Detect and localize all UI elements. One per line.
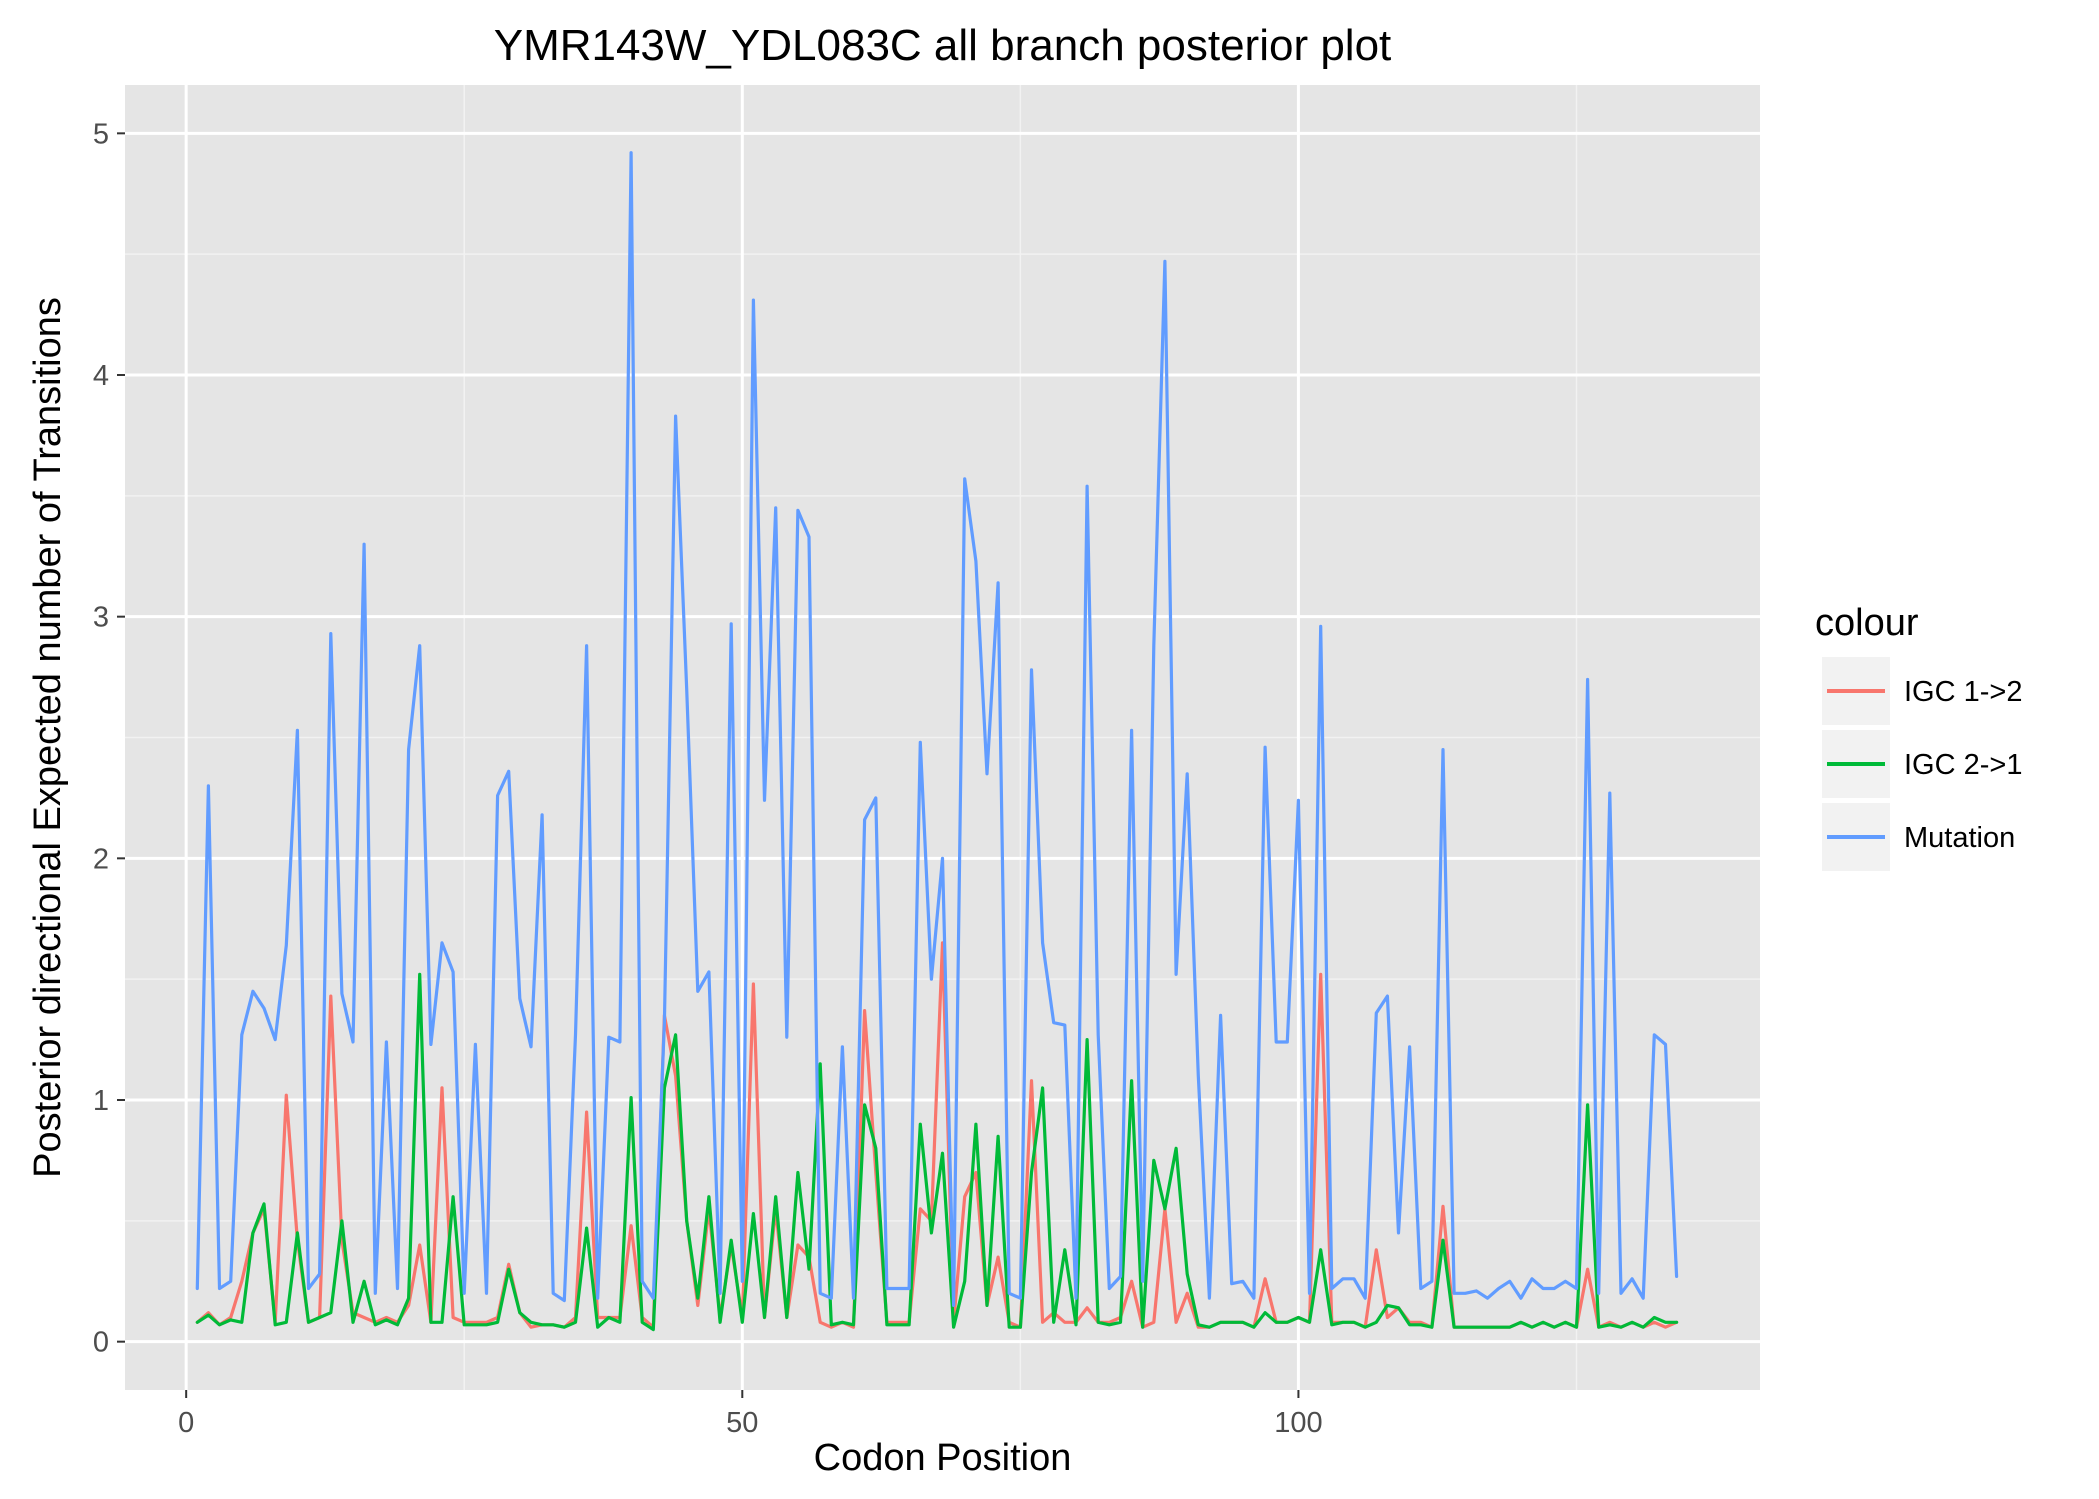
x-axis: 0 50 100	[178, 1390, 1323, 1439]
x-tick-label: 50	[726, 1407, 758, 1439]
x-tick-label: 0	[178, 1407, 194, 1439]
legend-label: Mutation	[1904, 822, 2015, 854]
chart-title: YMR143W_YDL083C all branch posterior plo…	[494, 21, 1392, 70]
y-tick-label: 2	[93, 843, 109, 875]
y-axis: 0 1 2 3 4 5	[93, 118, 125, 1359]
x-tick-label: 100	[1274, 1407, 1322, 1439]
series-layer	[195, 151, 1679, 1332]
y-tick-label: 4	[93, 360, 109, 392]
y-tick-label: 5	[93, 118, 109, 150]
y-tick-label: 3	[93, 602, 109, 634]
legend: colour IGC 1->2 IGC 2->1 Mutation	[1815, 602, 2022, 871]
series-line-mutation	[195, 151, 1679, 1308]
legend-label: IGC 1->2	[1904, 676, 2022, 708]
y-tick-label: 0	[93, 1327, 109, 1359]
y-axis-title: Posterior directional Expected number of…	[27, 297, 69, 1178]
legend-title: colour	[1815, 602, 1919, 644]
x-axis-title: Codon Position	[814, 1437, 1072, 1479]
y-tick-label: 1	[93, 1085, 109, 1117]
series-line-igc-2-1	[195, 972, 1679, 1332]
legend-label: IGC 2->1	[1904, 749, 2022, 781]
